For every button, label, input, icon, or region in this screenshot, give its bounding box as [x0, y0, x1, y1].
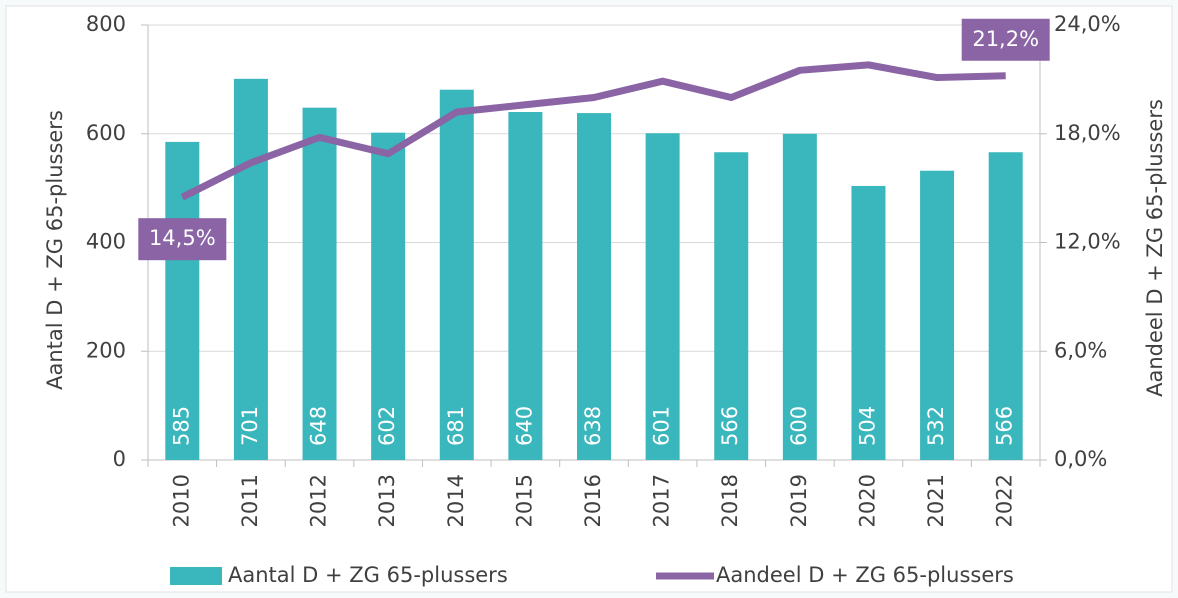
bar	[851, 185, 886, 460]
x-tick-label: 2014	[444, 474, 468, 527]
bar-value-label: 600	[787, 406, 811, 446]
bar-value-label: 566	[718, 406, 742, 446]
value-label: 14,5%	[149, 226, 216, 250]
x-tick-label: 2016	[581, 474, 605, 527]
bar-value-label: 638	[581, 406, 605, 446]
bar-value-label: 504	[855, 406, 879, 446]
y2-tick-label: 12,0%	[1054, 230, 1121, 254]
bar	[233, 78, 268, 461]
y-tick-label: 800	[86, 12, 126, 36]
legend-label: Aantal D + ZG 65-plussers	[228, 563, 508, 587]
y2-tick-label: 24,0%	[1054, 12, 1121, 36]
x-tick-label: 2011	[238, 474, 262, 527]
y-tick-label: 400	[86, 230, 126, 254]
y2-tick-label: 18,0%	[1054, 121, 1121, 145]
y2-tick-label: 6,0%	[1054, 338, 1107, 362]
x-tick-label: 2012	[307, 474, 331, 527]
bar-value-label: 648	[307, 406, 331, 446]
value-label: 21,2%	[972, 27, 1039, 51]
y2-tick-label: 0,0%	[1054, 447, 1107, 471]
x-tick-label: 2013	[375, 474, 399, 527]
y-tick-label: 200	[86, 338, 126, 362]
bar	[302, 107, 337, 461]
x-tick-label: 2010	[169, 474, 193, 527]
y-tick-label: 600	[86, 121, 126, 145]
x-tick-label: 2020	[855, 474, 879, 527]
bar	[371, 132, 406, 460]
bar-value-label: 532	[924, 406, 948, 446]
x-tick-label: 2015	[512, 474, 536, 527]
x-tick-label: 2022	[993, 474, 1017, 527]
legend-label: Aandeel D + ZG 65-plussers	[716, 563, 1014, 587]
line	[180, 61, 1006, 201]
y-axis-title: Aantal D + ZG 65-plussers	[43, 110, 67, 390]
bar-value-label: 640	[512, 406, 536, 446]
bar-value-label: 585	[169, 406, 193, 446]
value-label-box	[138, 218, 227, 261]
bar	[439, 89, 474, 461]
y2-axis-title: Aandeel D + ZG 65-plussers	[1143, 99, 1167, 397]
bar	[645, 133, 680, 461]
y-tick-label: 0	[113, 447, 126, 471]
bar-value-label: 601	[650, 406, 674, 446]
bar	[782, 133, 817, 460]
value-label-box	[961, 18, 1050, 61]
x-tick-label: 2017	[650, 474, 674, 527]
bar	[714, 152, 749, 461]
bar-value-label: 681	[444, 406, 468, 446]
bar-value-label: 602	[375, 406, 399, 446]
bar-value-label: 701	[238, 406, 262, 446]
bar	[988, 152, 1023, 461]
bar	[508, 112, 543, 460]
x-tick-label: 2021	[924, 474, 948, 527]
bar	[920, 170, 955, 460]
x-tick-label: 2018	[718, 474, 742, 527]
x-tick-label: 2019	[787, 474, 811, 527]
legend-swatch	[170, 567, 222, 585]
bar	[577, 113, 611, 461]
bar-value-label: 566	[993, 406, 1017, 446]
